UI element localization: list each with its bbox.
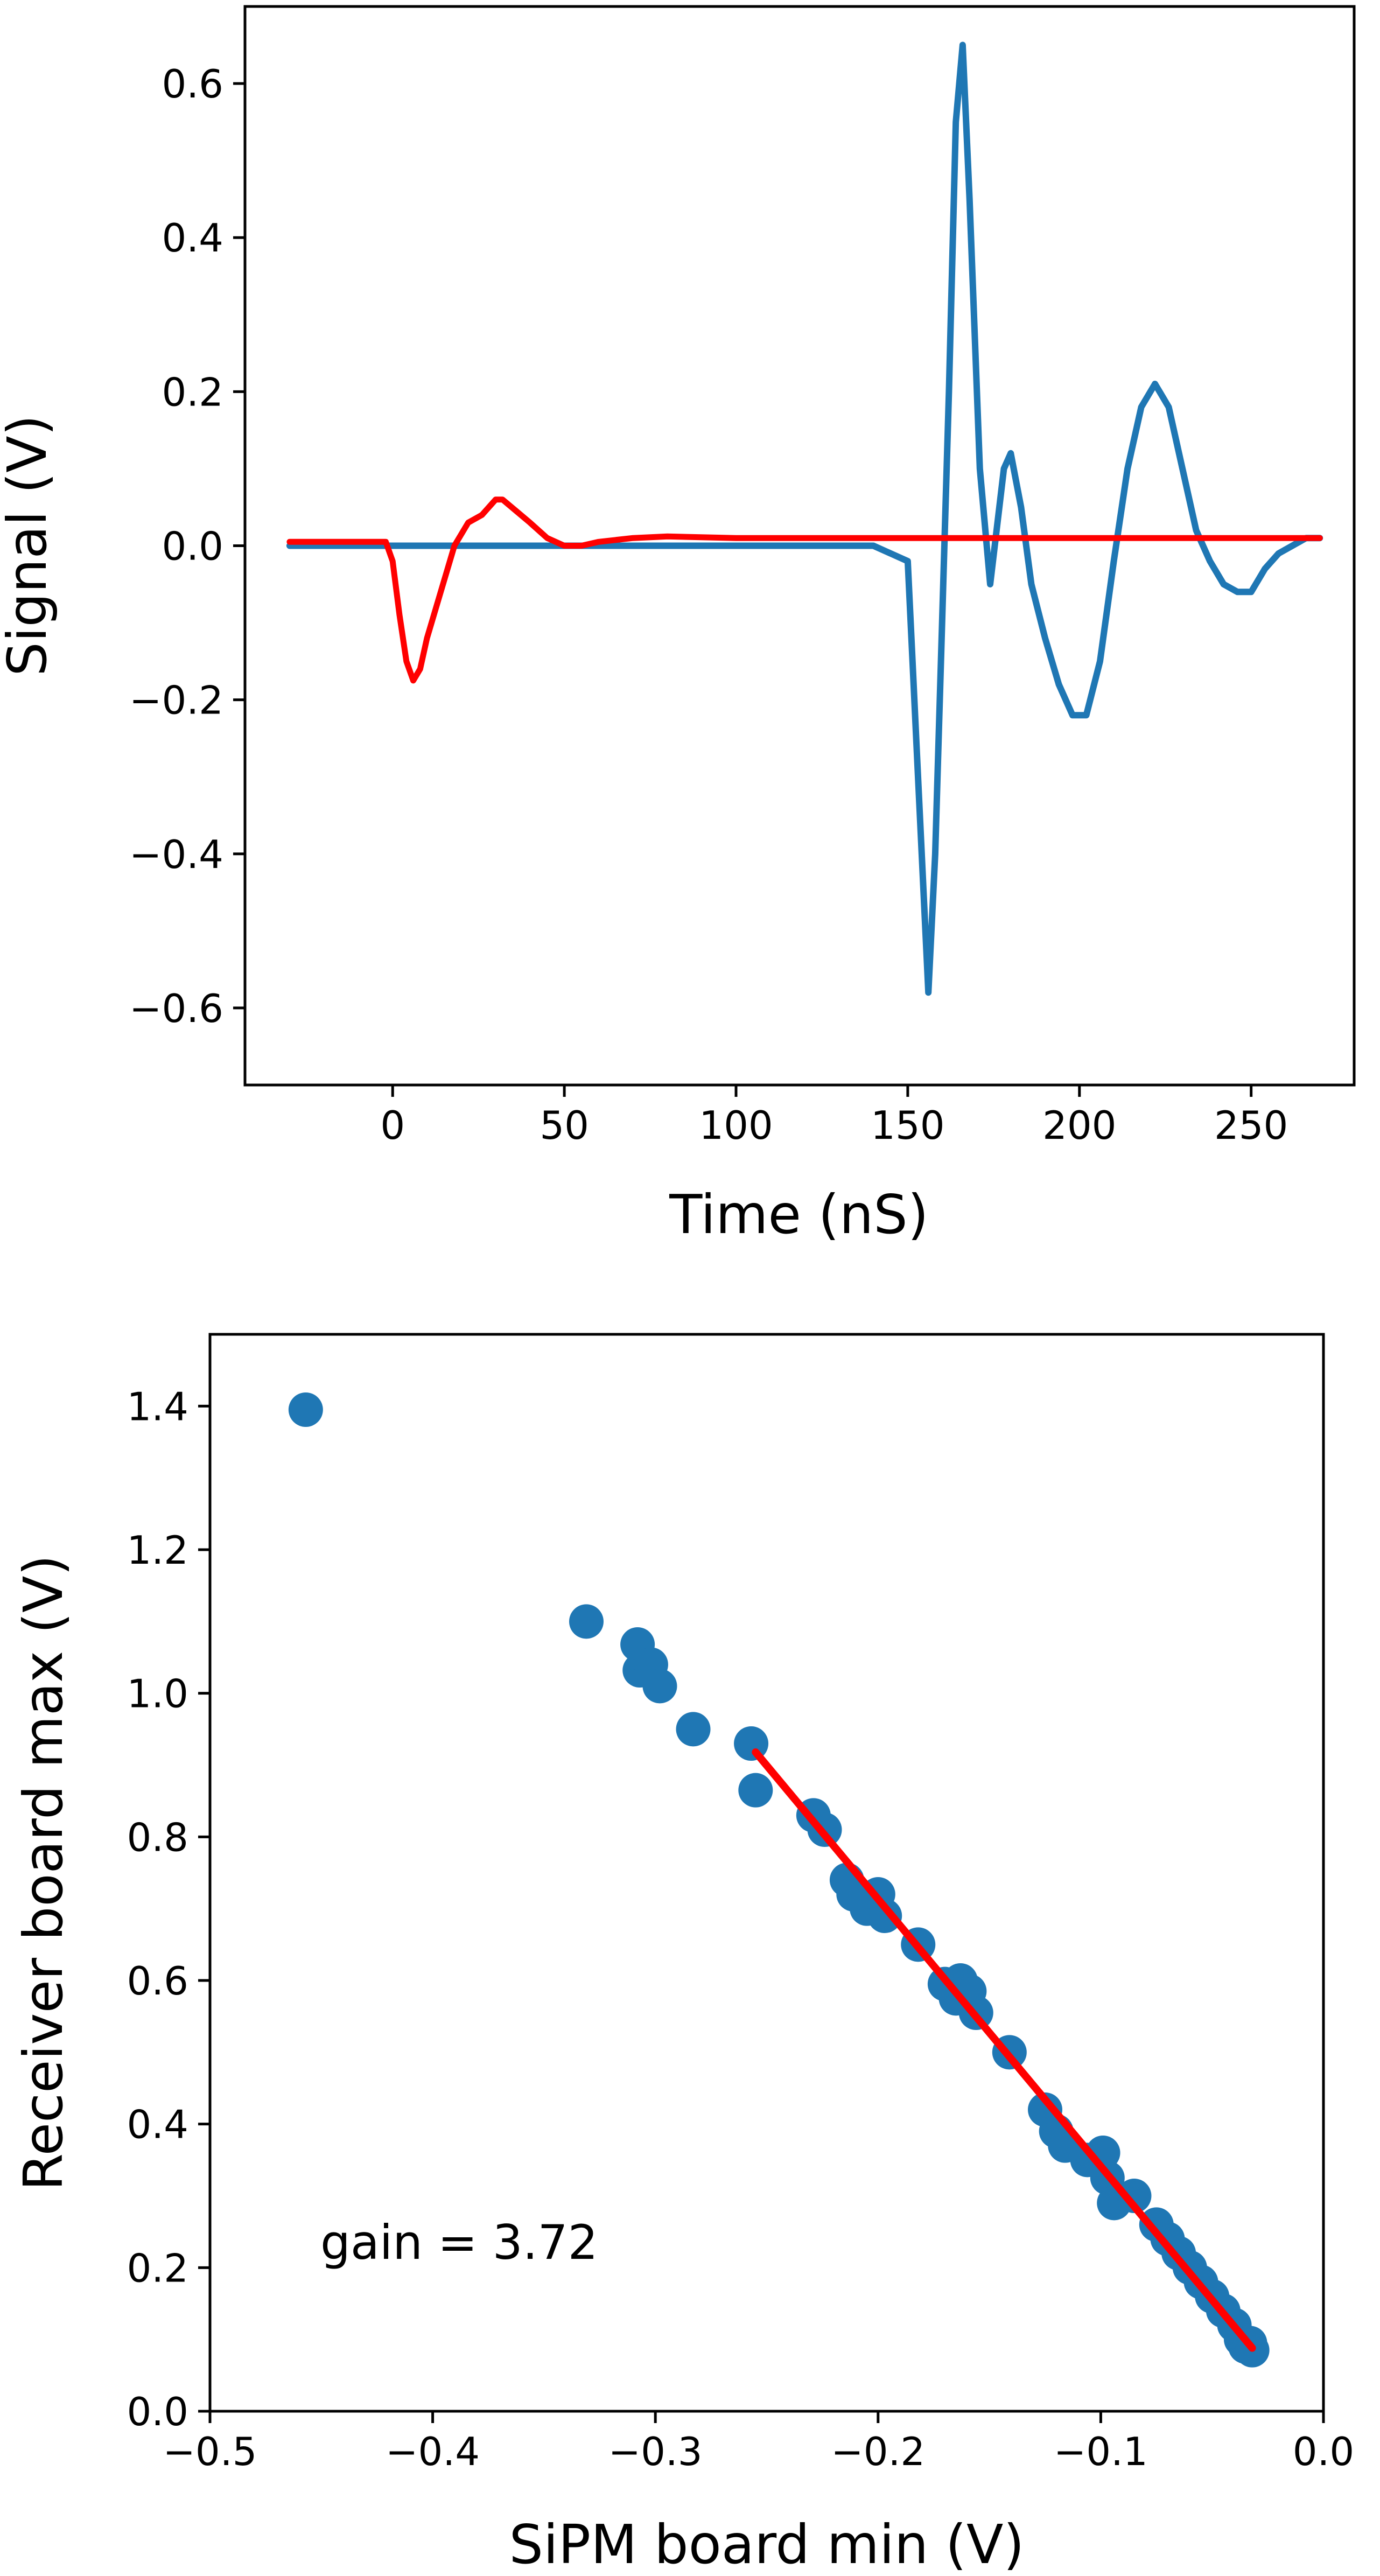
signal-series-group xyxy=(286,41,1323,996)
signal-x-tick-label: 150 xyxy=(871,1103,944,1148)
gain-chart: −0.5 −0.4 −0.3 −0.2 −0.1 0.0 0.0 0.2 0.4 0.6 0.8 1… xyxy=(12,1333,1355,2576)
signal-y-tick-label: 0.4 xyxy=(162,215,223,261)
signal-y-ticks: −0.6 −0.4 −0.2 0.0 0.2 0.4 0.6 xyxy=(129,61,245,1031)
signal-x-tick-label: 100 xyxy=(699,1103,773,1148)
gain-scatter-point xyxy=(1117,2179,1152,2213)
signal-series-line-1 xyxy=(286,41,1323,996)
gain-x-tick-label: −0.3 xyxy=(608,2429,703,2474)
gain-scatter-point xyxy=(288,1392,323,1427)
signal-y-tick-label: 0.0 xyxy=(162,524,223,569)
gain-y-tick-label: 1.2 xyxy=(127,1528,188,1573)
gain-scatter-point xyxy=(676,1712,711,1747)
gain-x-tick-label: −0.5 xyxy=(163,2429,257,2474)
signal-x-tick-label: 0 xyxy=(380,1103,405,1148)
gain-x-ticks: −0.5 −0.4 −0.3 −0.2 −0.1 0.0 xyxy=(163,2411,1355,2474)
gain-y-tick-label: 0.8 xyxy=(127,1815,188,1860)
gain-x-tick-label: −0.4 xyxy=(386,2429,480,2474)
signal-y-tick-label: −0.2 xyxy=(129,678,223,723)
gain-fit-line-group xyxy=(752,1748,1256,2352)
gain-scatter-point xyxy=(867,1899,902,1933)
gain-x-tick-label: 0.0 xyxy=(1293,2429,1355,2474)
gain-x-tick-label: −0.2 xyxy=(831,2429,925,2474)
gain-scatter-point xyxy=(642,1669,677,1704)
gain-plot-frame xyxy=(208,1333,1325,2413)
signal-y-axis-label: Signal (V) xyxy=(0,415,59,676)
gain-y-tick-label: 0.2 xyxy=(127,2245,188,2291)
gain-y-tick-label: 1.4 xyxy=(127,1384,188,1429)
gain-scatter-point xyxy=(738,1773,773,1808)
gain-scatter-point xyxy=(569,1604,604,1639)
gain-x-tick-label: −0.1 xyxy=(1054,2429,1148,2474)
gain-y-ticks: 0.0 0.2 0.4 0.6 0.8 1.0 1.2 1.4 xyxy=(127,1384,210,2434)
signal-y-tick-label: −0.6 xyxy=(129,986,223,1031)
signal-y-tick-label: 0.2 xyxy=(162,369,223,415)
gain-y-tick-label: 0.6 xyxy=(127,1958,188,2004)
signal-x-tick-label: 250 xyxy=(1214,1103,1288,1148)
signal-x-tick-label: 50 xyxy=(540,1103,589,1148)
gain-y-tick-label: 0.4 xyxy=(127,2102,188,2147)
gain-y-axis-label: Receiver board max (V) xyxy=(12,1555,75,2190)
signal-x-ticks: 0 50 100 150 200 250 xyxy=(380,1085,1288,1148)
gain-x-axis-label: SiPM board min (V) xyxy=(509,2513,1025,2576)
gain-annotation: gain = 3.72 xyxy=(320,2215,598,2270)
signal-y-tick-label: 0.6 xyxy=(162,61,223,107)
signal-x-tick-label: 200 xyxy=(1042,1103,1116,1148)
signal-chart: 0 50 100 150 200 250 −0.6 −0.4 −0.2 0.0 0.2 0.4 0.6… xyxy=(0,5,1356,1246)
gain-y-tick-label: 1.0 xyxy=(127,1671,188,1717)
signal-series-line-2 xyxy=(286,496,1323,684)
gain-y-tick-label: 0.0 xyxy=(127,2389,188,2434)
gain-fit-line xyxy=(752,1748,1256,2352)
signal-y-tick-label: −0.4 xyxy=(129,832,223,877)
signal-x-axis-label: Time (nS) xyxy=(669,1183,928,1246)
